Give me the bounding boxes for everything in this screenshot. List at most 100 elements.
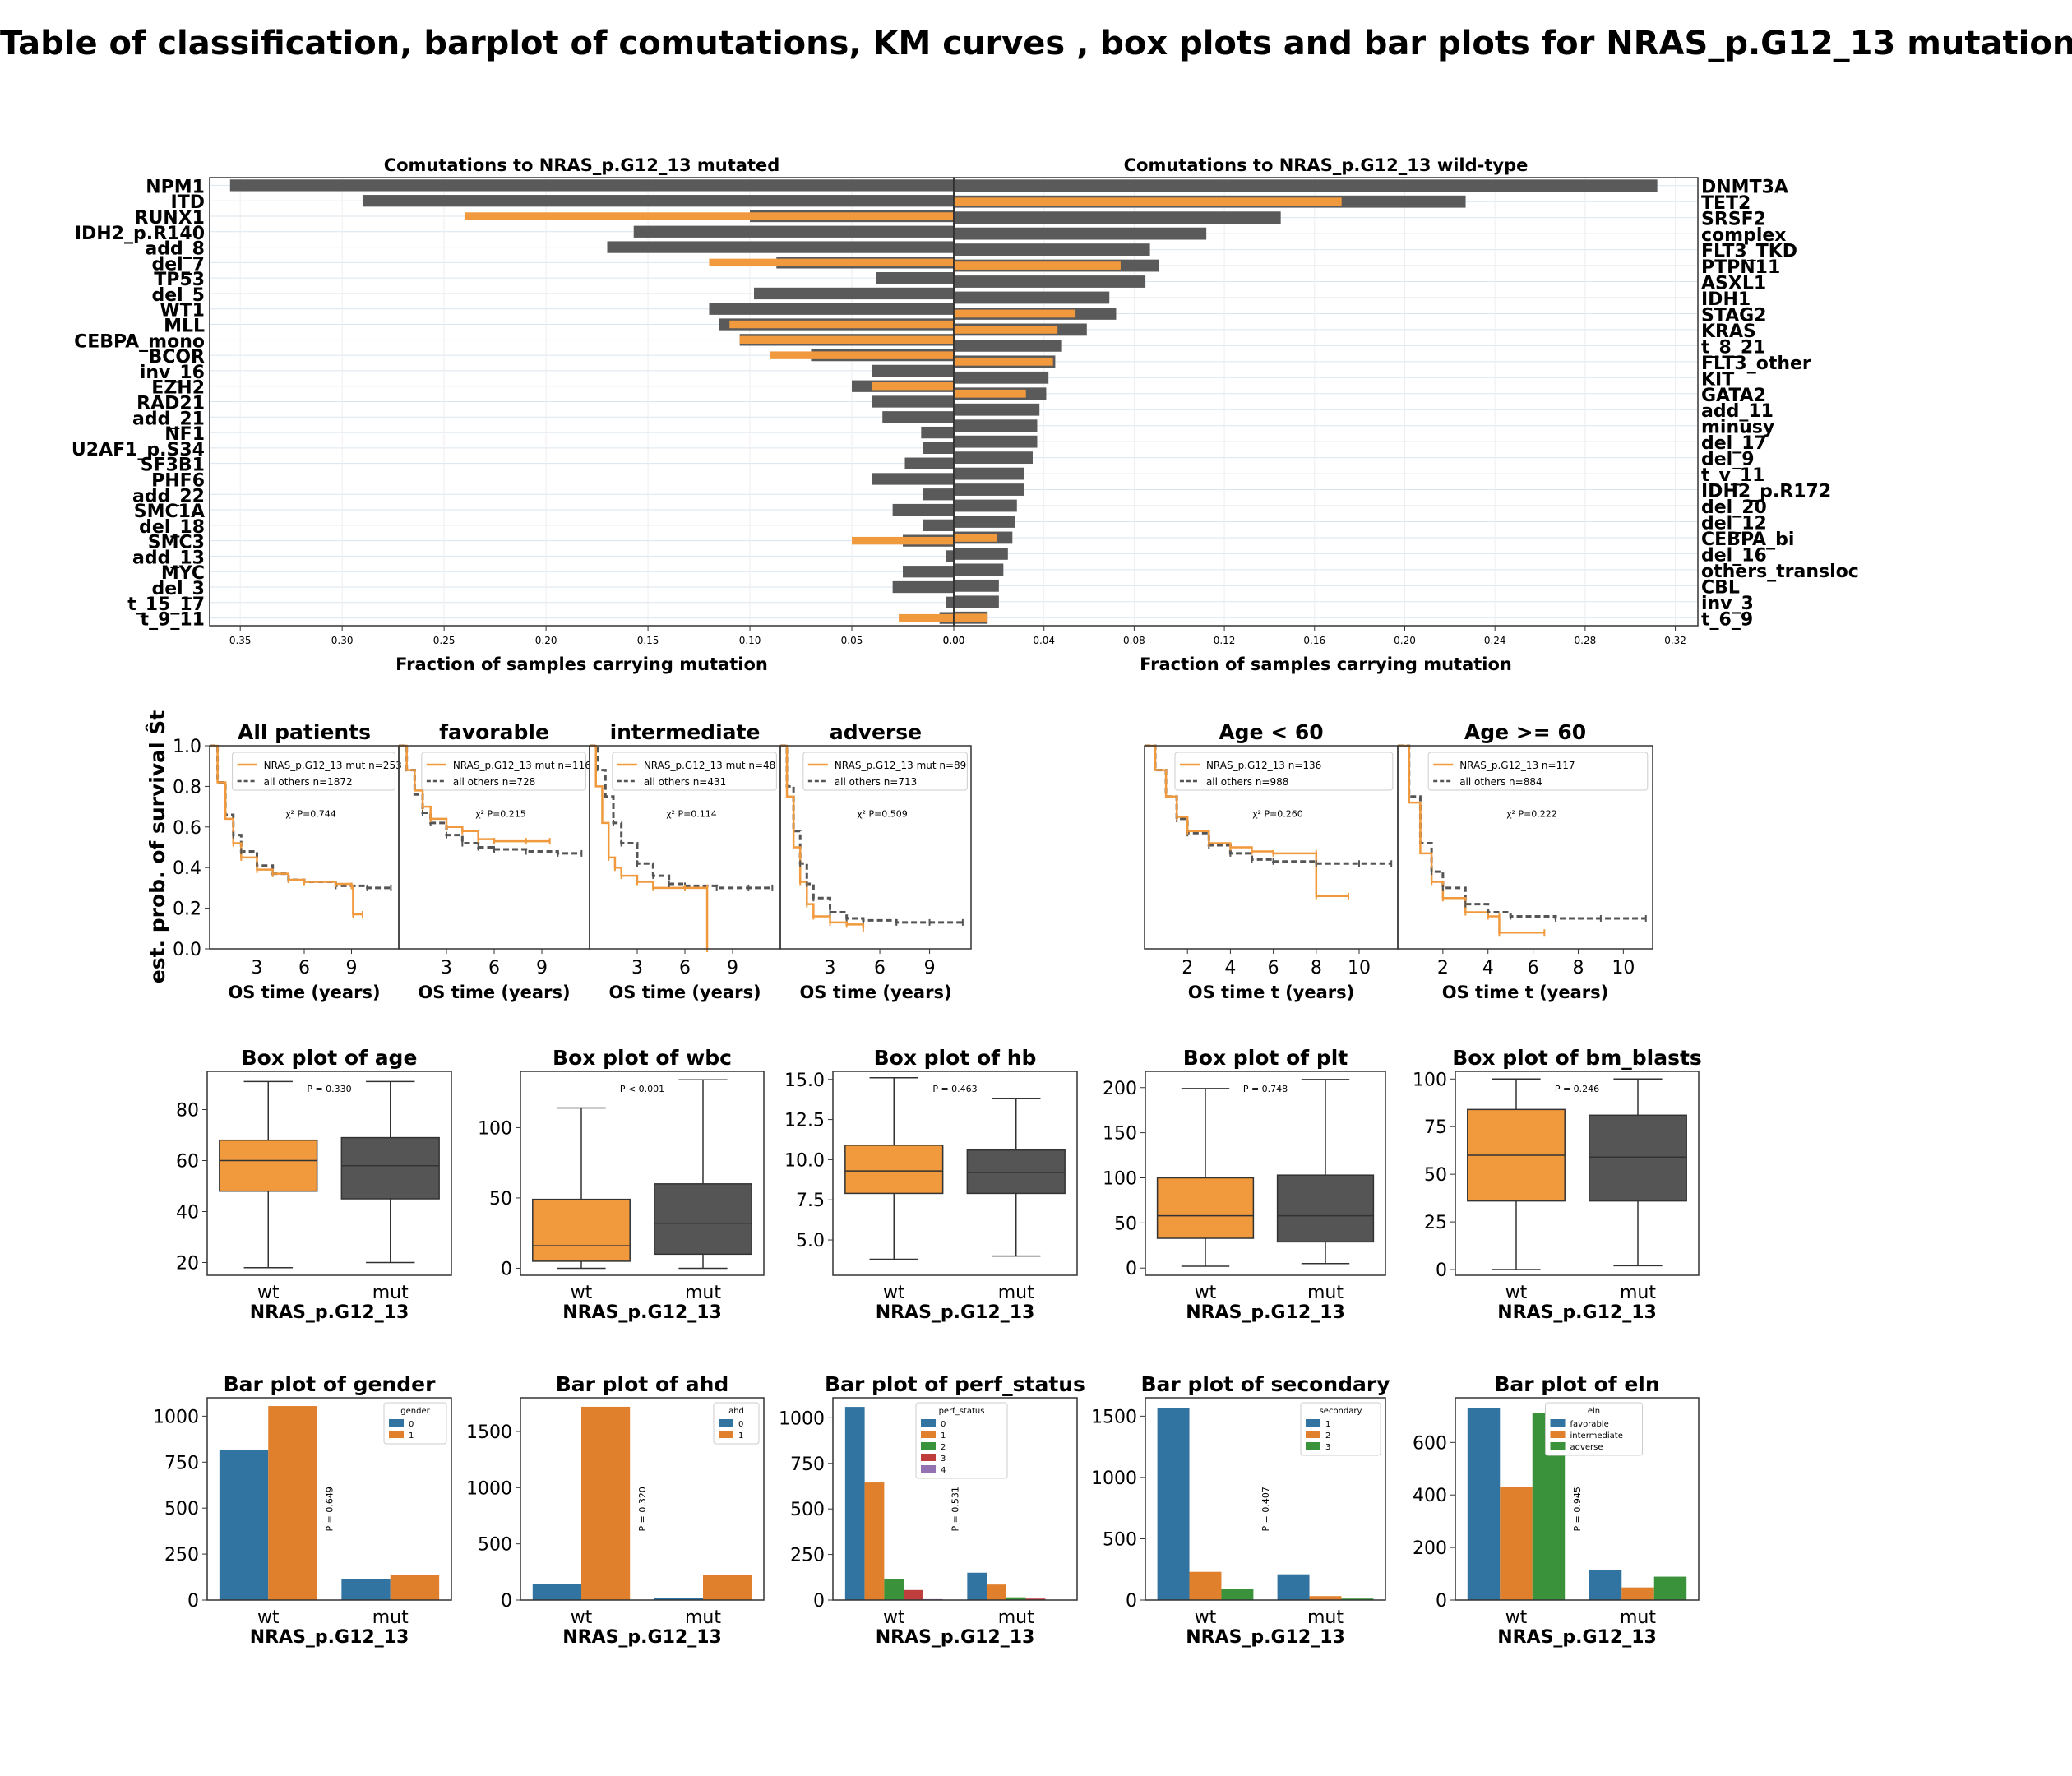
tick-label: 100 (1103, 1168, 1137, 1189)
tick-label: 0 (1436, 1591, 1447, 1612)
tick-label: 0.12 (1214, 635, 1236, 646)
comut-highlight-bar (739, 335, 954, 345)
plot-frame (779, 745, 972, 950)
plot-frame (1145, 1071, 1386, 1276)
tick-label: wt (883, 1607, 905, 1628)
tick-label: wt (1195, 1283, 1217, 1303)
tick-label: 60 (176, 1152, 199, 1172)
comut-background-bar (923, 442, 954, 455)
comut-background-bar (229, 179, 954, 192)
comut-background-bar (921, 426, 954, 439)
legend-title: eln (1588, 1407, 1600, 1416)
tick-label: 25 (1424, 1213, 1447, 1233)
comut-highlight-bar (464, 212, 954, 220)
tick-label: 3 (631, 958, 643, 978)
category-label: CEBPA_mono (74, 331, 205, 352)
category-label: t_v_11 (1701, 465, 1764, 486)
tick-label: 0.24 (1484, 635, 1506, 646)
legend-label: favorable (1570, 1420, 1609, 1429)
comut-highlight-bar (954, 309, 1076, 318)
tick-label: 0.05 (841, 635, 863, 646)
comut-background-bar (954, 371, 1049, 384)
axis-label: Fraction of samples carrying mutation (395, 654, 768, 674)
legend-title: ahd (728, 1407, 744, 1416)
axis-label: NRAS_p.G12_13 (562, 1627, 722, 1648)
category-label: del_17 (1701, 433, 1767, 454)
comut-background-bar (954, 403, 1040, 416)
legend-swatch (1550, 1442, 1566, 1450)
tick-label: 0.30 (331, 635, 354, 646)
legend-label: all others n=988 (1206, 776, 1288, 788)
tick-label: mut (372, 1283, 409, 1303)
category-label: others_transloc (1701, 562, 1859, 582)
axis-label: OS time t (years) (1188, 983, 1354, 1002)
subplot-title: All patients (238, 720, 371, 744)
bar (844, 1407, 865, 1600)
axis-label: OS time (years) (418, 983, 570, 1002)
bar (341, 1579, 391, 1600)
axis-label: NRAS_p.G12_13 (1186, 1627, 1345, 1648)
legend-label: all others n=1872 (264, 776, 353, 788)
axis-label: OS time (years) (228, 983, 380, 1002)
tick-label: 0.28 (1575, 635, 1597, 646)
tick-label: 0 (1436, 1260, 1447, 1281)
box-panel: wt mut 0 50 100 Box plot of wbc P < 0.001 NRAS_… (478, 1046, 752, 1323)
plot-frame (832, 1397, 1078, 1601)
tick-label: wt (571, 1607, 593, 1628)
p-value: χ² P=0.260 (1252, 808, 1303, 819)
bar (1467, 1408, 1501, 1600)
category-label: BCOR (148, 347, 205, 368)
comut-background-bar (954, 516, 1015, 528)
bar (1653, 1576, 1687, 1600)
tick-label: 10.0 (784, 1150, 825, 1171)
box-iqr (1589, 1114, 1687, 1202)
category-label: IDH1 (1701, 289, 1751, 310)
comut-background-bar (954, 499, 1017, 512)
tick-label: 50 (1114, 1214, 1137, 1234)
legend-box (915, 1402, 1008, 1479)
plot-frame (1455, 1071, 1700, 1276)
legend-label: intermediate (1570, 1431, 1623, 1441)
subplot-title: Box plot of hb (874, 1046, 1037, 1070)
tick-label: 1500 (1091, 1407, 1137, 1427)
legend-label: 1 (738, 1431, 743, 1441)
box-iqr (966, 1149, 1066, 1195)
category-label: del_7 (151, 254, 205, 275)
subplot-title: Age < 60 (1219, 720, 1323, 744)
comut-background-bar (923, 488, 954, 501)
bar (1309, 1596, 1342, 1600)
tick-label: 15.0 (784, 1071, 825, 1091)
category-label: WT1 (160, 301, 205, 321)
tick-label: 1000 (466, 1478, 512, 1499)
bar (1157, 1408, 1190, 1600)
subplot-title: intermediate (610, 720, 761, 744)
comut-background-bar (954, 563, 1004, 576)
tick-label: 0 (1126, 1259, 1137, 1279)
category-label: del_12 (1701, 513, 1767, 534)
legend-label: 3 (1325, 1443, 1330, 1452)
box-iqr (654, 1183, 752, 1256)
legend-label: NRAS_p.G12_13 mut n=48 (644, 760, 775, 771)
tick-label: 600 (1413, 1433, 1447, 1454)
tick-label: 4 (1482, 958, 1494, 978)
p-value: P = 0.945 (1572, 1487, 1583, 1531)
bar (1621, 1587, 1654, 1600)
tick-label: 0.15 (637, 635, 659, 646)
bar-panel: wt mut 0 250 500 750 1000 Bar plot of gender NRA… (153, 1372, 447, 1648)
tick-label: 6 (1268, 958, 1279, 978)
comut-background-bar (954, 291, 1110, 304)
comut-highlight-bar (954, 534, 997, 542)
legend-box (1427, 752, 1649, 791)
legend-swatch (1306, 1442, 1320, 1450)
bar (1500, 1487, 1533, 1600)
category-label: FLT3_other (1701, 354, 1811, 374)
axis-label: NRAS_p.G12_13 (1186, 1302, 1345, 1323)
category-label: t_15_17 (127, 594, 205, 615)
legend-label: 2 (1325, 1431, 1330, 1441)
comut-background-bar (946, 550, 954, 562)
subplot-title: Bar plot of eln (1494, 1372, 1659, 1396)
legend-swatch (719, 1419, 733, 1427)
plot-frame (1397, 745, 1653, 950)
